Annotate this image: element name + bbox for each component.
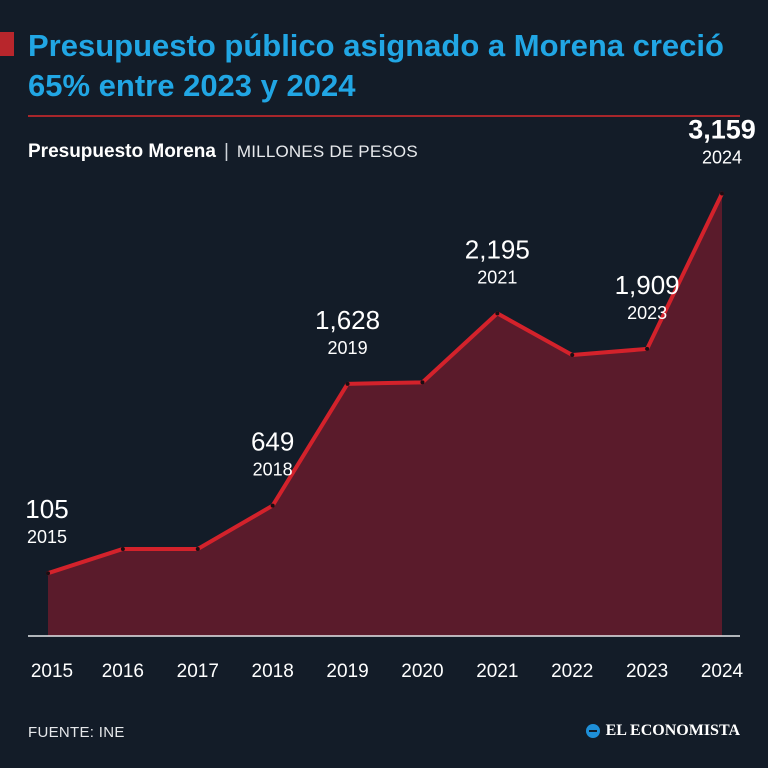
brand-mark-icon [585,724,600,738]
data-point-2017 [195,546,200,551]
data-label-year-2015: 2015 [27,527,67,547]
x-tick-label-2022: 2022 [551,661,593,682]
series-line [46,191,724,576]
x-tick-label-2015: 2015 [31,661,73,682]
data-point-2024 [720,191,724,196]
x-tick-label-2016: 2016 [102,661,144,682]
x-tick-label-2023: 2023 [626,661,668,682]
data-point-2020 [420,380,425,385]
data-point-2016 [120,546,125,551]
x-tick-label-2019: 2019 [326,661,368,682]
data-label-year-2024: 2024 [702,147,742,167]
data-point-2019 [345,381,350,386]
chart-title: Presupuesto público asignado a Morena cr… [28,28,724,103]
data-point-2015 [46,571,50,576]
data-label-year-2023: 2023 [627,303,667,323]
brand-logo: EL ECONOMISTA [585,722,740,740]
brand-name: EL ECONOMISTA [605,722,740,739]
data-label-value-2019: 1,628 [315,305,380,335]
data-label-value-2023: 1,909 [615,270,680,300]
data-label-year-2018: 2018 [253,460,293,480]
x-tick-label-2021: 2021 [476,661,518,682]
data-label-value-2015: 105 [25,494,68,524]
data-label-year-2019: 2019 [328,338,368,358]
data-label-value-2021: 2,195 [465,234,530,264]
data-label-year-2021: 2021 [477,267,517,287]
x-tick-label-2017: 2017 [177,661,219,682]
area-fill [48,193,722,636]
data-point-2021 [495,311,500,316]
x-tick-label-2024: 2024 [701,661,744,682]
x-tick-label-2018: 2018 [252,661,294,682]
title-divider [28,115,740,117]
title-accent-bar [0,32,14,56]
chart-subtitle: Presupuesto Morena | MILLONES DE PESOS [28,140,418,164]
data-label-value-2024: 3,159 [688,114,756,144]
data-label-value-2018: 649 [251,427,294,457]
x-tick-label-2020: 2020 [401,661,443,682]
subtitle-separator: | [223,141,229,162]
subtitle-units: MILLONES DE PESOS [236,142,418,161]
subtitle-series-name: Presupuesto Morena [28,141,216,162]
source-note: FUENTE: INE [28,724,125,741]
data-point-2023 [645,346,650,351]
data-point-2018 [270,503,275,508]
data-point-2022 [570,352,575,357]
